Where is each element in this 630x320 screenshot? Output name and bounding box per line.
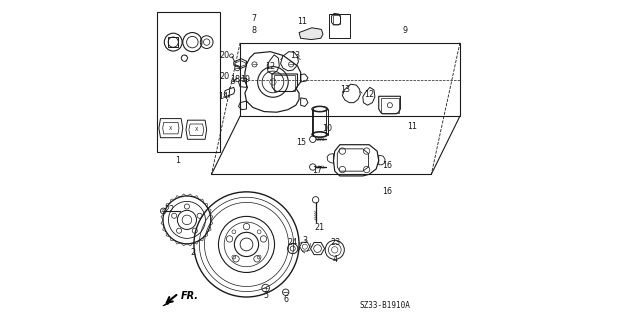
Polygon shape bbox=[163, 300, 171, 306]
Bar bbox=[168, 37, 178, 47]
Text: X: X bbox=[195, 127, 198, 132]
Text: 13: 13 bbox=[340, 85, 350, 94]
Bar bbox=[329, 14, 350, 38]
Text: 24: 24 bbox=[287, 238, 297, 247]
Text: 21: 21 bbox=[314, 223, 324, 232]
Text: 12: 12 bbox=[265, 61, 275, 70]
Polygon shape bbox=[299, 28, 323, 40]
Text: 5: 5 bbox=[263, 291, 268, 300]
Text: 16: 16 bbox=[382, 161, 392, 170]
Text: 1: 1 bbox=[175, 156, 180, 165]
Text: 6: 6 bbox=[284, 295, 288, 304]
Text: 11: 11 bbox=[407, 122, 417, 131]
Text: 19: 19 bbox=[240, 75, 250, 84]
Text: 4: 4 bbox=[332, 255, 337, 264]
Text: 17: 17 bbox=[312, 166, 323, 175]
Text: 10: 10 bbox=[322, 124, 332, 133]
Text: FR.: FR. bbox=[181, 292, 198, 301]
Bar bbox=[274, 75, 295, 91]
Bar bbox=[333, 15, 340, 24]
Text: 12: 12 bbox=[364, 90, 374, 99]
Text: 11: 11 bbox=[297, 17, 307, 26]
Text: 23: 23 bbox=[331, 238, 341, 247]
Bar bbox=[158, 12, 220, 152]
Text: SZ33-B1910A: SZ33-B1910A bbox=[360, 301, 411, 310]
Text: 20: 20 bbox=[219, 72, 229, 81]
Text: 15: 15 bbox=[297, 138, 307, 147]
Text: 3: 3 bbox=[302, 236, 307, 245]
Text: 8: 8 bbox=[251, 27, 256, 36]
Text: 7: 7 bbox=[251, 14, 256, 23]
Text: 14: 14 bbox=[218, 92, 228, 101]
Bar bbox=[381, 98, 399, 113]
Text: X: X bbox=[169, 126, 173, 131]
Text: 22: 22 bbox=[164, 205, 175, 214]
Text: 18: 18 bbox=[230, 75, 239, 84]
Text: 13: 13 bbox=[290, 51, 301, 60]
Text: 9: 9 bbox=[403, 27, 408, 36]
Text: 20: 20 bbox=[219, 51, 229, 60]
Text: 16: 16 bbox=[382, 188, 392, 196]
Text: 2: 2 bbox=[191, 248, 196, 257]
